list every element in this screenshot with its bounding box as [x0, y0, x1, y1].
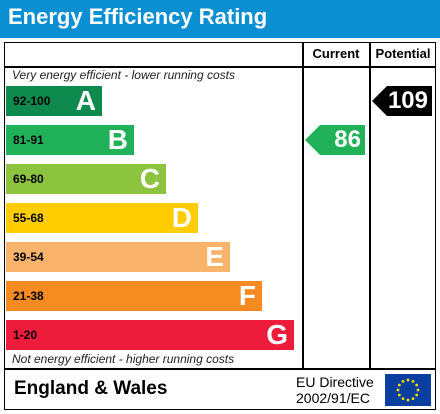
band-letter: A: [75, 85, 96, 116]
band-letter: G: [266, 319, 288, 350]
eu-star-icon: [397, 393, 401, 397]
footer-divider: [4, 368, 436, 370]
top-note: Very energy efficient - lower running co…: [12, 68, 235, 82]
rating-frame: [4, 42, 436, 410]
band-letter: B: [107, 124, 128, 155]
directive-line-2: 2002/91/EC: [296, 390, 370, 406]
eu-star-icon: [416, 388, 420, 392]
current-arrow-shape: [305, 125, 365, 155]
band-range: 1-20: [13, 328, 38, 342]
band-letter: C: [139, 163, 160, 194]
band-a: 92-100 A: [6, 86, 102, 116]
eu-star-icon: [415, 383, 419, 387]
band-range: 21-38: [13, 289, 44, 303]
column-header-potential: Potential: [375, 46, 431, 61]
band-f: 21-38 F: [6, 281, 262, 311]
header-divider: [4, 66, 436, 68]
current-rating-arrow: 86: [305, 125, 365, 155]
potential-rating-arrow: 109: [372, 86, 432, 116]
eu-star-icon: [406, 378, 410, 382]
eu-star-icon: [401, 379, 405, 383]
bottom-note: Not energy efficient - higher running co…: [12, 352, 235, 366]
band-range: 55-68: [13, 211, 44, 225]
column-header-current: Current: [312, 46, 360, 61]
band-letter: D: [171, 202, 192, 233]
band-range: 92-100: [13, 94, 51, 108]
band-e: 39-54 E: [6, 242, 230, 272]
directive-line-1: EU Directive: [296, 374, 374, 390]
eu-star-icon: [397, 383, 401, 387]
eu-star-icon: [411, 397, 415, 401]
eu-star-icon: [396, 388, 400, 392]
eu-directive: EU Directive 2002/91/EC: [296, 374, 374, 406]
band-g: 1-20 G: [6, 320, 294, 350]
divider-current: [302, 42, 304, 368]
potential-arrow-shape: [372, 86, 432, 116]
band-d: 55-68 D: [6, 203, 198, 233]
eu-star-icon: [401, 397, 405, 401]
band-letter: E: [205, 241, 224, 272]
band-range: 81-91: [13, 133, 44, 147]
band-range: 39-54: [13, 250, 44, 264]
eu-star-icon: [415, 393, 419, 397]
band-letter: F: [238, 280, 256, 311]
region-label: England & Wales: [14, 378, 168, 399]
band-b: 81-91 B: [6, 125, 134, 155]
eu-star-icon: [406, 398, 410, 402]
potential-rating-value: 109: [387, 87, 428, 114]
current-rating-value: 86: [334, 126, 361, 153]
chart-title: Energy Efficiency Rating: [8, 4, 268, 29]
divider-potential: [369, 42, 371, 368]
eu-flag-icon: [385, 374, 431, 406]
band-range: 69-80: [13, 172, 44, 186]
eu-star-icon: [411, 379, 415, 383]
band-c: 69-80 C: [6, 164, 166, 194]
title-bar: Energy Efficiency Rating: [0, 0, 440, 38]
